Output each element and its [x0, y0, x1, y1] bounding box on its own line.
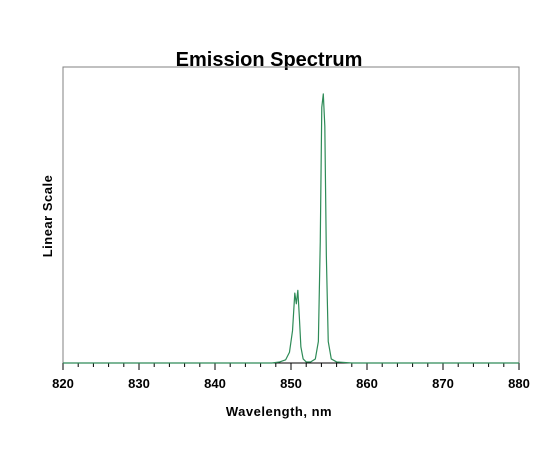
- x-axis-label: Wavelength, nm: [226, 404, 332, 419]
- series-group: [63, 93, 519, 364]
- x-tick-label: 860: [356, 376, 378, 391]
- x-tick-label: 870: [432, 376, 454, 391]
- x-tick-labels: 820 830 840 850 860 870 880: [52, 376, 530, 391]
- x-tick-label: 880: [508, 376, 530, 391]
- y-axis-label: Linear Scale: [40, 175, 55, 258]
- series-line-0: [63, 93, 519, 364]
- x-axis: [62, 362, 520, 370]
- plot-frame: [62, 66, 520, 364]
- x-tick-label: 830: [128, 376, 150, 391]
- chart-title: Emission Spectrum: [176, 49, 363, 71]
- x-tick-label: 840: [204, 376, 226, 391]
- x-tick-label: 850: [280, 376, 302, 391]
- x-tick-label: 820: [52, 376, 74, 391]
